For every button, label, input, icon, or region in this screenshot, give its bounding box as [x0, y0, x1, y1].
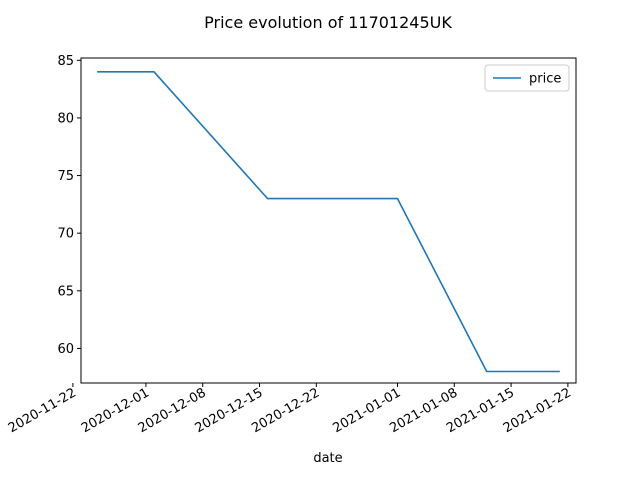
legend-box: [484, 64, 570, 92]
plot-area-frame: [80, 57, 577, 384]
y-tick-label: 75: [57, 169, 74, 184]
series-line-price: [97, 71, 560, 373]
legend: price: [484, 64, 570, 92]
y-tick-label: 80: [57, 111, 74, 126]
y-tick-label: 70: [57, 227, 74, 242]
y-axis: 60 65 70 75 80 85: [57, 54, 81, 357]
y-tick-label: 65: [57, 284, 74, 299]
chart-title: Price evolution of 11701245UK: [204, 13, 452, 32]
plot-series: [97, 71, 560, 373]
x-axis-label: date: [313, 451, 342, 466]
legend-label: price: [529, 72, 561, 87]
y-tick-label: 85: [57, 54, 74, 69]
y-tick-label: 60: [57, 342, 74, 357]
